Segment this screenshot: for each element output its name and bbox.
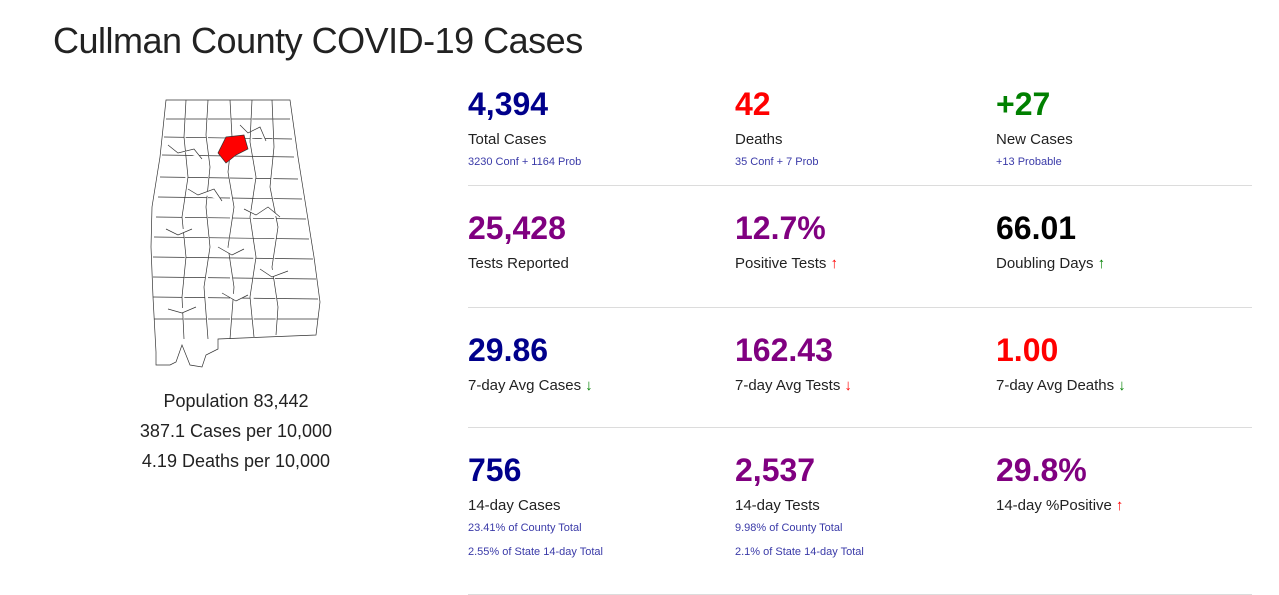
arrow-up-icon: ↑ (830, 255, 838, 272)
total-cases-breakdown: 3230 Conf + 1164 Prob (468, 156, 582, 168)
deaths-card: 42 Deaths 35 Conf + 7 Prob (735, 84, 818, 169)
d14-tests-state-pct: 2.1% of State 14-day Total (735, 546, 864, 558)
arrow-down-icon: ↓ (1118, 377, 1126, 394)
tests-reported-card: 25,428 Tests Reported (468, 208, 569, 273)
new-cases-value: +27 (996, 86, 1051, 122)
d14-positive-label: 14-day %Positive (996, 497, 1112, 514)
d14-tests-card: 2,537 14-day Tests 9.98% of County Total… (735, 450, 864, 559)
d14-tests-county-pct: 9.98% of County Total (735, 522, 843, 534)
d14-positive-label-wrap: 14-day %Positive ↑ (996, 497, 1123, 515)
avg7-deaths-card: 1.00 7-day Avg Deaths ↓ (996, 330, 1126, 395)
d14-tests-value: 2,537 (735, 452, 816, 488)
deaths-label: Deaths (735, 131, 783, 148)
d14-cases-card: 756 14-day Cases 23.41% of County Total … (468, 450, 603, 559)
positive-tests-label: Positive Tests (735, 255, 827, 272)
deaths-value: 42 (735, 86, 771, 122)
deaths-per-10k-text: 4.19 Deaths per 10,000 (141, 451, 331, 471)
d14-cases-label: 14-day Cases (468, 497, 561, 514)
avg7-deaths-value: 1.00 (996, 332, 1059, 368)
avg7-deaths-label: 7-day Avg Deaths (996, 377, 1115, 394)
d14-cases-state-pct: 2.55% of State 14-day Total (468, 546, 603, 558)
stats-row-7day: 29.86 7-day Avg Cases ↓ 162.43 7-day Avg … (468, 330, 1252, 428)
total-cases-value: 4,394 (468, 86, 549, 122)
avg7-tests-label-wrap: 7-day Avg Tests ↓ (735, 377, 852, 395)
tests-reported-label: Tests Reported (468, 255, 569, 272)
new-cases-label: New Cases (996, 131, 1073, 148)
arrow-down-icon: ↓ (844, 377, 852, 394)
avg7-cases-label: 7-day Avg Cases (468, 377, 582, 394)
doubling-days-label-wrap: Doubling Days ↑ (996, 255, 1105, 273)
new-cases-card: +27 New Cases +13 Probable (996, 84, 1073, 169)
stats-row-14day: 756 14-day Cases 23.41% of County Total … (468, 450, 1252, 595)
alabama-state-outline (150, 99, 321, 368)
page-title: Cullman County COVID-19 Cases (53, 20, 583, 61)
positive-tests-card: 12.7% Positive Tests ↑ (735, 208, 838, 273)
avg7-cases-card: 29.86 7-day Avg Cases ↓ (468, 330, 593, 395)
doubling-days-label: Doubling Days (996, 255, 1094, 272)
stats-row-totals: 4,394 Total Cases 3230 Conf + 1164 Prob … (468, 84, 1252, 186)
arrow-down-icon: ↓ (585, 377, 593, 394)
cases-per-10k-text: 387.1 Cases per 10,000 (139, 421, 333, 441)
total-cases-label: Total Cases (468, 131, 547, 148)
avg7-cases-value: 29.86 (468, 332, 549, 368)
d14-positive-card: 29.8% 14-day %Positive ↑ (996, 450, 1123, 515)
avg7-tests-label: 7-day Avg Tests (735, 377, 841, 394)
avg7-cases-label-wrap: 7-day Avg Cases ↓ (468, 377, 593, 395)
county-summary: Population 83,442 387.1 Cases per 10,000… (100, 386, 372, 476)
alabama-county-map (148, 97, 328, 375)
total-cases-card: 4,394 Total Cases 3230 Conf + 1164 Prob (468, 84, 581, 169)
stats-grid: 4,394 Total Cases 3230 Conf + 1164 Prob … (468, 84, 1252, 595)
positive-tests-value: 12.7% (735, 210, 826, 246)
d14-positive-value: 29.8% (996, 452, 1087, 488)
cullman-county-highlight (217, 134, 249, 164)
d14-tests-label: 14-day Tests (735, 497, 820, 514)
positive-tests-label-wrap: Positive Tests ↑ (735, 255, 838, 273)
deaths-breakdown: 35 Conf + 7 Prob (735, 156, 819, 168)
avg7-tests-value: 162.43 (735, 332, 833, 368)
doubling-days-card: 66.01 Doubling Days ↑ (996, 208, 1105, 273)
new-cases-probable: +13 Probable (996, 156, 1062, 168)
d14-cases-value: 756 (468, 452, 522, 488)
stats-row-tests: 25,428 Tests Reported 12.7% Positive Tes… (468, 208, 1252, 308)
tests-reported-value: 25,428 (468, 210, 566, 246)
avg7-deaths-label-wrap: 7-day Avg Deaths ↓ (996, 377, 1126, 395)
population-text: Population 83,442 (163, 391, 309, 411)
arrow-up-icon: ↑ (1097, 255, 1106, 272)
doubling-days-value: 66.01 (996, 210, 1077, 246)
d14-cases-county-pct: 23.41% of County Total (468, 522, 582, 534)
avg7-tests-card: 162.43 7-day Avg Tests ↓ (735, 330, 852, 395)
arrow-up-icon: ↑ (1115, 497, 1124, 514)
